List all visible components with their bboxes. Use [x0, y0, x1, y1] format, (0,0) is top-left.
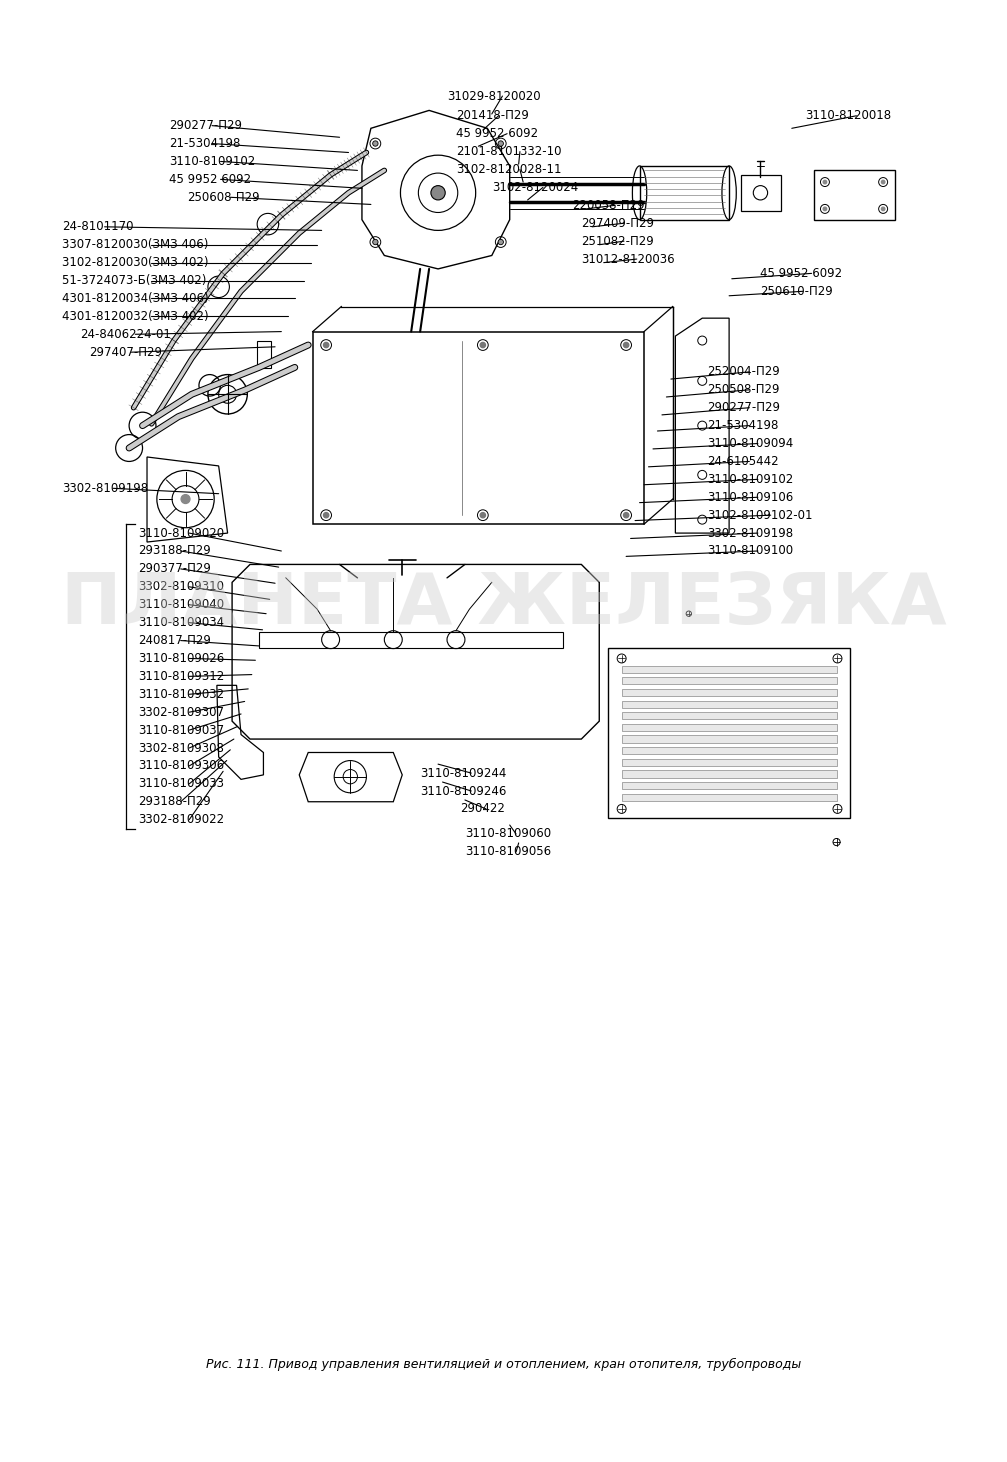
Text: 3110-8109060: 3110-8109060	[465, 827, 551, 841]
Text: 3110-8109020: 3110-8109020	[138, 526, 225, 539]
Bar	[257, 342, 271, 368]
Text: Рис. 111. Привод управления вентиляцией и отоплением, кран отопителя, трубопрово: Рис. 111. Привод управления вентиляцией …	[205, 1358, 801, 1371]
Bar	[259, 632, 564, 648]
Text: 3102-8120030(ЗМЗ 402): 3102-8120030(ЗМЗ 402)	[62, 256, 208, 269]
Text: 290277-П29: 290277-П29	[707, 401, 779, 414]
Bar	[621, 794, 837, 801]
Circle shape	[323, 342, 329, 348]
Text: 3110-8109033: 3110-8109033	[138, 778, 225, 791]
Text: 45 9952 6092: 45 9952 6092	[169, 173, 252, 186]
Text: 250508-П29: 250508-П29	[707, 383, 779, 396]
Text: 31029-8120020: 31029-8120020	[447, 89, 541, 102]
Circle shape	[480, 342, 485, 348]
Bar	[621, 689, 837, 696]
Text: 24-6105442: 24-6105442	[707, 455, 778, 468]
Text: 3110-8109306: 3110-8109306	[138, 759, 225, 772]
Text: 45 9952 6092: 45 9952 6092	[456, 127, 538, 140]
Text: 250610-П29: 250610-П29	[760, 285, 833, 298]
Circle shape	[181, 494, 190, 503]
Bar	[313, 332, 644, 525]
Text: 3110-8120018: 3110-8120018	[806, 110, 891, 123]
Circle shape	[498, 240, 504, 244]
Text: 3302-8109310: 3302-8109310	[138, 580, 225, 594]
Text: 24-8101170: 24-8101170	[62, 221, 134, 234]
Text: 21-5304198: 21-5304198	[707, 420, 778, 433]
Text: 4301-8120032(ЗМЗ 402): 4301-8120032(ЗМЗ 402)	[62, 310, 208, 323]
Text: 3110-8109106: 3110-8109106	[707, 491, 793, 504]
Text: 290277-П29: 290277-П29	[169, 118, 243, 132]
Text: 31012-8120036: 31012-8120036	[581, 253, 675, 266]
Text: 3102-8120028-11: 3102-8120028-11	[456, 162, 562, 175]
Text: 3110-8109246: 3110-8109246	[420, 785, 507, 797]
Text: 3102-8109102-01: 3102-8109102-01	[707, 509, 813, 522]
Circle shape	[373, 140, 378, 146]
Text: 3110-8109040: 3110-8109040	[138, 598, 225, 611]
Bar	[621, 677, 837, 684]
Text: 3110-8109037: 3110-8109037	[138, 724, 225, 737]
Text: 3110-8109056: 3110-8109056	[465, 845, 551, 858]
Circle shape	[498, 140, 504, 146]
Circle shape	[823, 208, 827, 211]
Bar	[621, 759, 837, 766]
Text: 21-5304198: 21-5304198	[169, 137, 241, 151]
Text: ПЛАНЕТА ЖЕЛЕЗЯКА: ПЛАНЕТА ЖЕЛЕЗЯКА	[60, 570, 947, 639]
Bar	[608, 648, 850, 817]
Text: 3110-8109100: 3110-8109100	[707, 544, 793, 557]
Circle shape	[480, 513, 485, 518]
Text: 201418-П29: 201418-П29	[456, 110, 529, 123]
Text: 3302-8109198: 3302-8109198	[707, 526, 793, 539]
Text: 252004-П29: 252004-П29	[707, 366, 779, 379]
Bar	[621, 665, 837, 673]
Text: 3302-8109307: 3302-8109307	[138, 706, 225, 719]
Circle shape	[823, 180, 827, 184]
Text: 297409-П29: 297409-П29	[581, 216, 655, 230]
Text: 3110-8109244: 3110-8109244	[420, 766, 507, 779]
Text: 3302-8109022: 3302-8109022	[138, 813, 225, 826]
Bar	[741, 175, 781, 211]
Text: 3302-8109308: 3302-8109308	[138, 741, 224, 754]
Bar	[621, 724, 837, 731]
Text: 240817-П29: 240817-П29	[138, 635, 210, 648]
Circle shape	[323, 513, 329, 518]
Text: 3110-8109026: 3110-8109026	[138, 652, 225, 665]
Bar	[621, 747, 837, 754]
Text: 3110-8109312: 3110-8109312	[138, 670, 225, 683]
Text: 293188-П29: 293188-П29	[138, 795, 210, 808]
Circle shape	[881, 180, 885, 184]
Text: 3110-8109094: 3110-8109094	[707, 437, 793, 450]
Bar	[639, 165, 729, 219]
Bar	[621, 735, 837, 743]
Circle shape	[623, 513, 628, 518]
Bar	[621, 700, 837, 708]
Circle shape	[881, 208, 885, 211]
Bar	[621, 712, 837, 719]
Text: 250608-П29: 250608-П29	[187, 190, 260, 203]
Bar	[621, 782, 837, 789]
Text: 251082-П29: 251082-П29	[581, 234, 655, 247]
Text: 290377-П29: 290377-П29	[138, 563, 210, 576]
Text: 3302-8109198: 3302-8109198	[62, 482, 148, 494]
Text: 3110-8109102: 3110-8109102	[169, 155, 256, 168]
Text: 3307-8120030(ЗМЗ 406): 3307-8120030(ЗМЗ 406)	[62, 238, 208, 251]
Text: 3110-8109034: 3110-8109034	[138, 616, 225, 629]
Bar	[621, 770, 837, 778]
Text: 4301-8120034(ЗМЗ 406): 4301-8120034(ЗМЗ 406)	[62, 292, 208, 306]
Text: 51-3724073-Б(ЗМЗ 402): 51-3724073-Б(ЗМЗ 402)	[62, 273, 206, 287]
Text: 297407-П29: 297407-П29	[89, 345, 162, 358]
Text: 293188-П29: 293188-П29	[138, 544, 210, 557]
Text: 2101-8101332-10: 2101-8101332-10	[456, 145, 562, 158]
Circle shape	[623, 342, 628, 348]
Text: 3110-8109032: 3110-8109032	[138, 687, 225, 700]
Circle shape	[431, 186, 445, 200]
Text: 220058-П29: 220058-П29	[572, 199, 645, 212]
Text: 24-8406224-01: 24-8406224-01	[80, 327, 171, 341]
Text: 3102-8120024: 3102-8120024	[491, 181, 578, 194]
Circle shape	[373, 240, 378, 244]
Bar	[815, 171, 895, 219]
Text: 45 9952 6092: 45 9952 6092	[760, 268, 843, 279]
Text: 290422: 290422	[460, 803, 506, 816]
Text: 3110-8109102: 3110-8109102	[707, 472, 793, 485]
